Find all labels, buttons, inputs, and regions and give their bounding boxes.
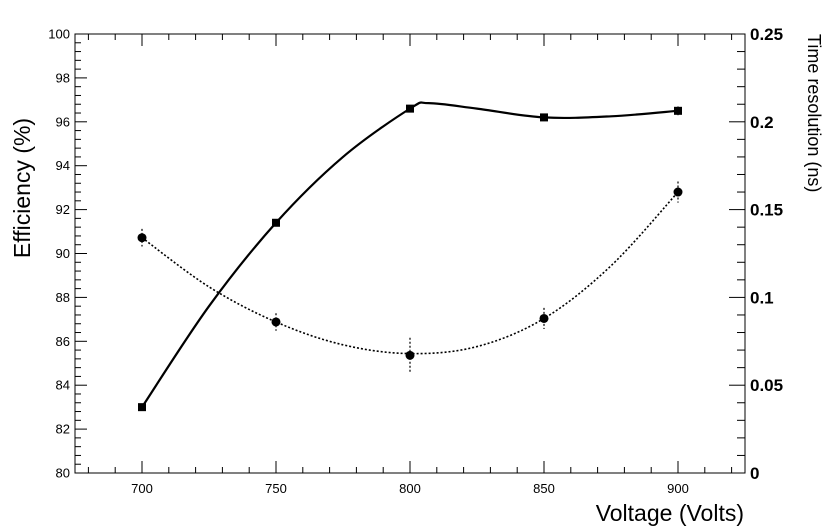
y2-tick-label: 0.2 [750,113,774,132]
series-2-line [141,191,679,355]
y2-tick-label: 0.25 [750,25,783,44]
y-tick-label: 82 [56,422,70,437]
x-axis: 700 750 800 850 900 [87,34,733,496]
y2-tick-label: 0.15 [750,201,783,220]
y-axis-title-left: Efficiency (%) [9,118,35,258]
y-tick-label: 92 [56,202,70,217]
y2-tick-label: 0.05 [750,376,783,395]
series-2-point [673,187,683,197]
y-axis-left: 80 82 84 86 88 90 92 94 96 98 100 [48,27,87,481]
series-2-point [539,313,549,323]
y2-tick-label: 0.1 [750,288,774,307]
x-tick-label: 750 [265,481,287,496]
y-tick-label: 100 [48,27,70,42]
y-tick-label: 96 [56,114,70,129]
series-1-point [406,104,414,113]
series-2-point [137,233,147,243]
series-1-point [540,113,548,122]
y-axis-title-right: Time resolution (ns) [804,34,824,192]
plot-frame [74,33,746,474]
y2-tick-label: 0 [750,464,759,483]
y-tick-label: 98 [56,70,70,85]
y-tick-label: 94 [56,158,70,173]
series-1-point [272,218,280,227]
x-tick-label: 700 [131,481,153,496]
y-tick-label: 88 [56,290,70,305]
y-tick-label: 80 [56,466,70,481]
series-1-point [674,106,682,115]
y-axis-right: 0 0.05 0.1 0.15 0.2 0.25 [729,25,783,483]
y-tick-label: 90 [56,246,70,261]
x-axis-title: Voltage (Volts) [596,500,744,526]
x-tick-label: 850 [533,481,555,496]
x-tick-label: 900 [667,481,689,496]
series-1-line [141,101,679,408]
series-2-point [405,350,415,360]
y-tick-label: 86 [56,334,70,349]
series-1-point [138,403,146,412]
series-2-point [271,317,281,327]
x-tick-label: 800 [399,481,421,496]
y-tick-label: 84 [56,378,70,393]
series-layer [137,101,683,412]
